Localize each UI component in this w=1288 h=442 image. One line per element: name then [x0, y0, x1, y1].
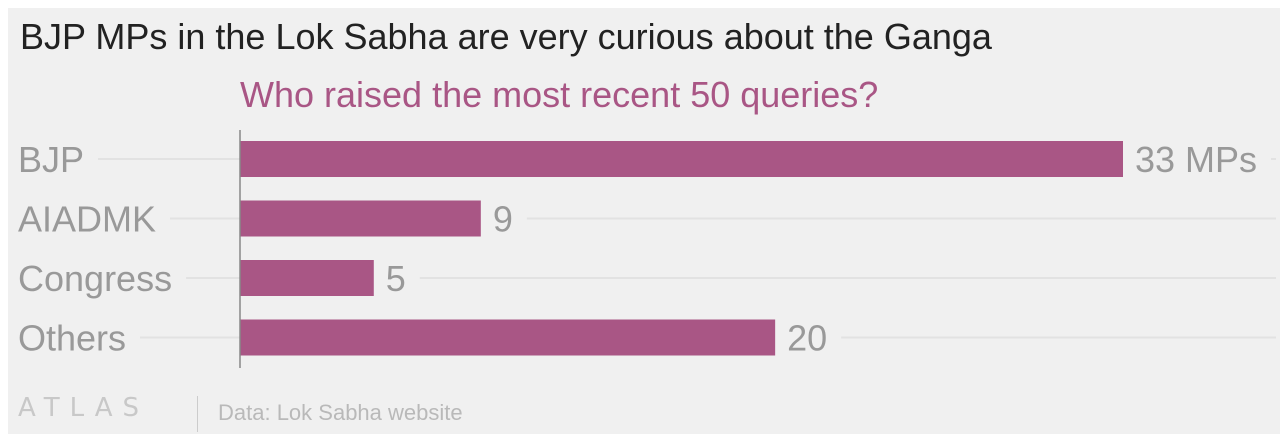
value-label: 5	[386, 258, 406, 299]
value-label: 9	[493, 199, 513, 240]
category-label: Congress	[18, 258, 172, 299]
bar-aiadmk	[240, 200, 481, 237]
value-label: 33 MPs	[1135, 139, 1257, 180]
chart-title: BJP MPs in the Lok Sabha are very curiou…	[20, 16, 992, 57]
footer-divider	[197, 396, 198, 432]
source-note: Data: Lok Sabha website	[218, 400, 463, 425]
category-label: BJP	[18, 139, 84, 180]
chart-frame	[8, 8, 1280, 434]
category-label: Others	[18, 318, 126, 359]
category-label: AIADMK	[18, 199, 156, 240]
value-label: 20	[787, 318, 827, 359]
chart-subtitle: Who raised the most recent 50 queries?	[240, 74, 879, 115]
bar-others	[240, 319, 776, 356]
bar-bjp	[240, 141, 1123, 177]
atlas-logo: ATLAS	[18, 393, 150, 423]
bar-congress	[240, 260, 374, 296]
